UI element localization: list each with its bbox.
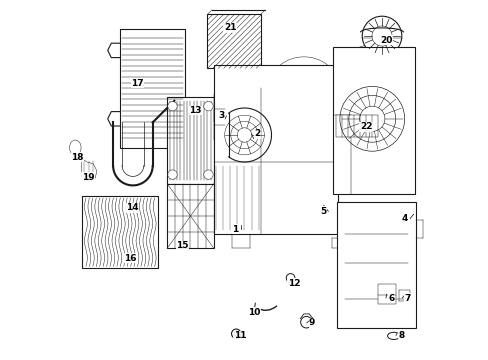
Polygon shape: [81, 158, 97, 182]
Bar: [207, 14, 260, 68]
Text: 5: 5: [319, 207, 325, 216]
Bar: [82, 196, 158, 268]
Circle shape: [203, 170, 213, 179]
Text: 2: 2: [253, 129, 260, 138]
Circle shape: [231, 329, 241, 338]
Bar: [167, 97, 213, 184]
Text: 1: 1: [232, 225, 238, 234]
Text: 18: 18: [71, 153, 83, 162]
Circle shape: [233, 331, 238, 336]
Text: 13: 13: [188, 106, 201, 115]
Bar: [377, 284, 395, 304]
Text: 16: 16: [124, 253, 136, 263]
Bar: [120, 29, 185, 148]
Bar: [332, 47, 415, 194]
Text: 22: 22: [359, 122, 372, 131]
Circle shape: [300, 316, 311, 328]
Text: 17: 17: [131, 79, 143, 88]
Text: 3: 3: [218, 111, 224, 120]
Circle shape: [167, 102, 177, 111]
Bar: [336, 115, 377, 137]
Text: 14: 14: [125, 203, 138, 212]
Ellipse shape: [69, 140, 81, 155]
Circle shape: [167, 170, 177, 179]
Text: 8: 8: [398, 331, 404, 340]
Text: 19: 19: [82, 173, 94, 181]
Circle shape: [203, 102, 213, 111]
Text: 21: 21: [224, 23, 236, 32]
Text: 9: 9: [308, 318, 315, 328]
Circle shape: [285, 274, 294, 282]
Text: 12: 12: [287, 279, 300, 288]
Text: 4: 4: [401, 214, 407, 223]
Bar: [167, 184, 213, 248]
Ellipse shape: [387, 332, 399, 339]
Text: 11: 11: [233, 331, 246, 340]
Bar: [213, 65, 337, 234]
Text: 20: 20: [379, 36, 391, 45]
Text: 15: 15: [176, 241, 188, 250]
Bar: [337, 202, 415, 328]
Circle shape: [371, 26, 391, 46]
Circle shape: [362, 16, 401, 56]
Bar: [213, 94, 224, 140]
Text: 6: 6: [387, 294, 394, 302]
Text: 7: 7: [404, 294, 410, 302]
Text: 10: 10: [248, 307, 260, 317]
